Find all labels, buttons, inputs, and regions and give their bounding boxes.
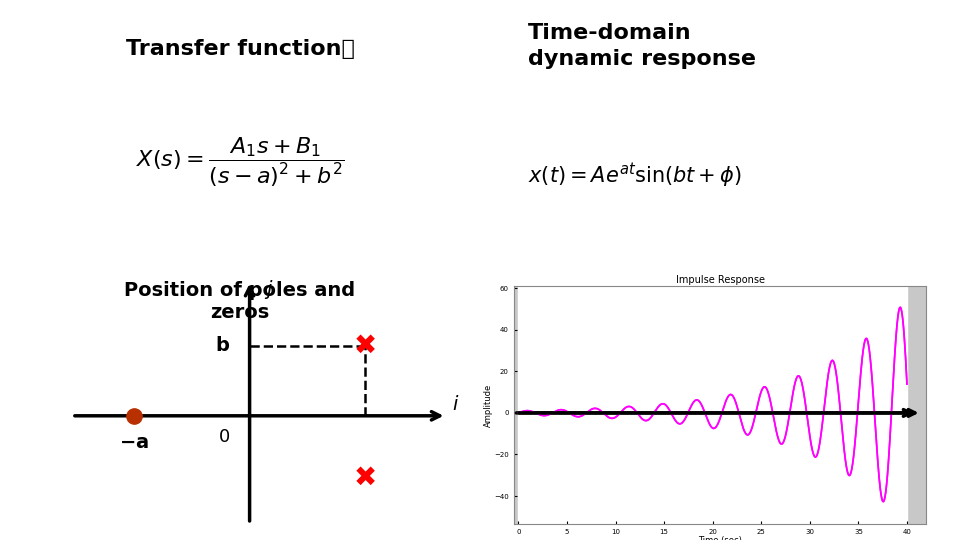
Text: Position of poles and
zeros: Position of poles and zeros [125,281,355,322]
Text: Time-domain
dynamic response: Time-domain dynamic response [528,23,756,69]
Text: $x(t) = Ae^{at}\sin(bt + \phi)$: $x(t) = Ae^{at}\sin(bt + \phi)$ [528,161,742,190]
Text: ✖: ✖ [353,332,376,360]
Text: Transfer function：: Transfer function： [126,38,354,59]
Text: ✖: ✖ [353,464,376,492]
Text: $0$: $0$ [218,428,230,447]
Text: $\mathbf{b}$: $\mathbf{b}$ [215,336,230,355]
Text: $j$: $j$ [264,278,274,301]
Text: $X(s) = \dfrac{A_1 s + B_1}{(s-a)^2 + b^2}$: $X(s) = \dfrac{A_1 s + B_1}{(s-a)^2 + b^… [135,136,345,188]
Text: $\mathbf{-a}$: $\mathbf{-a}$ [119,433,150,453]
Text: $i$: $i$ [452,395,460,415]
